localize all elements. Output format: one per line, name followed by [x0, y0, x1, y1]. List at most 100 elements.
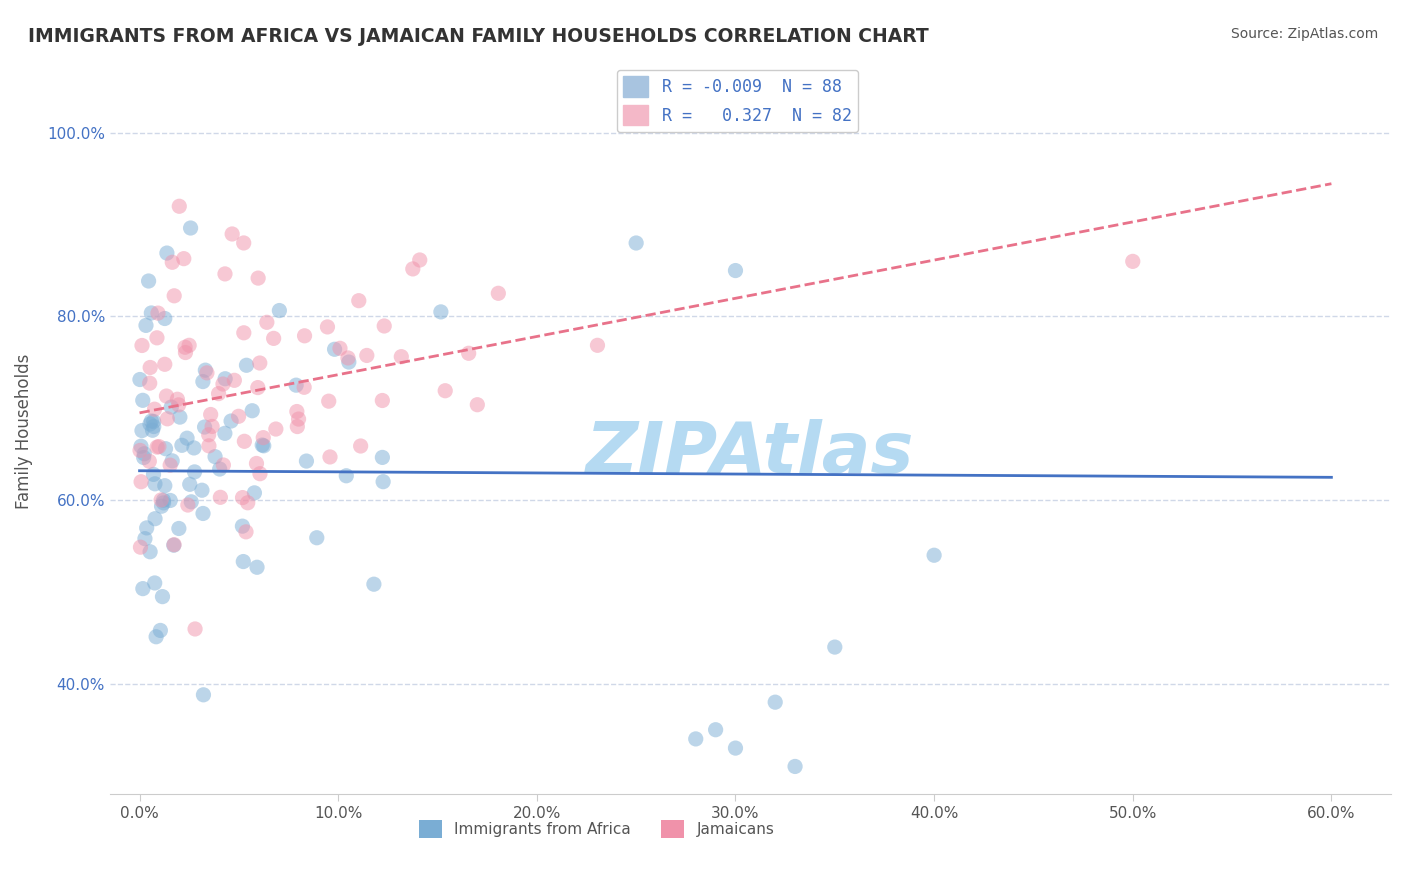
Immigrants from Africa: [285, 378, 308, 392]
Immigrants from Africa: [183, 441, 205, 455]
Jamaicans: [221, 227, 243, 241]
Immigrants from Africa: [191, 375, 214, 389]
Immigrants from Africa: [180, 221, 202, 235]
Jamaicans: [373, 318, 395, 333]
Immigrants from Africa: [231, 519, 253, 533]
Jamaicans: [198, 439, 221, 453]
Jamaicans: [224, 373, 246, 387]
Immigrants from Africa: [152, 493, 174, 508]
Immigrants from Africa: [191, 483, 214, 498]
Immigrants from Africa: [170, 438, 193, 452]
Jamaicans: [148, 440, 170, 454]
Immigrants from Africa: [145, 630, 167, 644]
Jamaicans: [212, 458, 235, 472]
Immigrants from Africa: [246, 560, 269, 574]
Jamaicans: [264, 422, 287, 436]
Jamaicans: [586, 338, 609, 352]
Immigrants from Africa: [783, 759, 806, 773]
Immigrants from Africa: [143, 476, 166, 491]
Immigrants from Africa: [153, 479, 176, 493]
Immigrants from Africa: [152, 496, 174, 510]
Immigrants from Africa: [169, 410, 191, 425]
Immigrants from Africa: [214, 426, 236, 441]
Immigrants from Africa: [305, 531, 328, 545]
Jamaicans: [235, 524, 257, 539]
Immigrants from Africa: [135, 318, 157, 333]
Jamaicans: [249, 467, 271, 481]
Immigrants from Africa: [129, 372, 152, 386]
Jamaicans: [319, 450, 342, 464]
Immigrants from Africa: [214, 372, 236, 386]
Jamaicans: [156, 412, 179, 426]
Jamaicans: [236, 496, 259, 510]
Jamaicans: [246, 381, 269, 395]
Immigrants from Africa: [180, 495, 202, 509]
Immigrants from Africa: [183, 465, 205, 479]
Immigrants from Africa: [179, 477, 201, 491]
Jamaicans: [457, 346, 479, 360]
Immigrants from Africa: [371, 450, 394, 465]
Jamaicans: [131, 338, 153, 352]
Immigrants from Africa: [149, 624, 172, 638]
Immigrants from Africa: [142, 467, 165, 482]
Immigrants from Africa: [159, 493, 181, 508]
Jamaicans: [169, 199, 191, 213]
Immigrants from Africa: [194, 363, 217, 377]
Immigrants from Africa: [269, 303, 291, 318]
Immigrants from Africa: [232, 555, 254, 569]
Immigrants from Africa: [132, 393, 155, 408]
Jamaicans: [143, 402, 166, 417]
Immigrants from Africa: [763, 695, 786, 709]
Immigrants from Africa: [160, 454, 183, 468]
Immigrants from Africa: [150, 500, 173, 514]
Immigrants from Africa: [240, 403, 263, 417]
Immigrants from Africa: [704, 723, 727, 737]
Jamaicans: [316, 320, 339, 334]
Jamaicans: [195, 366, 218, 380]
Jamaicans: [249, 356, 271, 370]
Jamaicans: [285, 419, 308, 434]
Jamaicans: [155, 389, 177, 403]
Text: Source: ZipAtlas.com: Source: ZipAtlas.com: [1230, 27, 1378, 41]
Immigrants from Africa: [337, 355, 360, 369]
Immigrants from Africa: [160, 400, 183, 414]
Jamaicans: [294, 328, 316, 343]
Jamaicans: [465, 398, 488, 412]
Immigrants from Africa: [142, 419, 165, 434]
Jamaicans: [162, 255, 184, 269]
Jamaicans: [409, 252, 432, 267]
Immigrants from Africa: [371, 475, 394, 489]
Immigrants from Africa: [152, 590, 174, 604]
Immigrants from Africa: [191, 507, 214, 521]
Jamaicans: [256, 315, 278, 329]
Jamaicans: [329, 341, 352, 355]
Immigrants from Africa: [142, 414, 165, 428]
Immigrants from Africa: [219, 414, 242, 428]
Text: ZIPAtlas: ZIPAtlas: [586, 418, 915, 488]
Jamaicans: [287, 412, 309, 426]
Jamaicans: [318, 394, 340, 409]
Immigrants from Africa: [134, 447, 156, 461]
Jamaicans: [336, 351, 359, 365]
Immigrants from Africa: [132, 450, 155, 465]
Immigrants from Africa: [131, 424, 153, 438]
Jamaicans: [232, 326, 254, 340]
Jamaicans: [207, 386, 229, 401]
Jamaicans: [174, 340, 197, 354]
Immigrants from Africa: [824, 640, 846, 654]
Jamaicans: [139, 360, 162, 375]
Jamaicans: [174, 345, 197, 359]
Jamaicans: [146, 331, 169, 345]
Jamaicans: [173, 252, 195, 266]
Jamaicans: [232, 491, 254, 505]
Jamaicans: [232, 235, 254, 250]
Immigrants from Africa: [243, 486, 266, 500]
Jamaicans: [486, 286, 509, 301]
Jamaicans: [129, 540, 152, 554]
Immigrants from Africa: [208, 462, 231, 476]
Immigrants from Africa: [323, 343, 346, 357]
Jamaicans: [350, 439, 373, 453]
Jamaicans: [179, 338, 201, 352]
Immigrants from Africa: [430, 305, 453, 319]
Jamaicans: [159, 458, 181, 472]
